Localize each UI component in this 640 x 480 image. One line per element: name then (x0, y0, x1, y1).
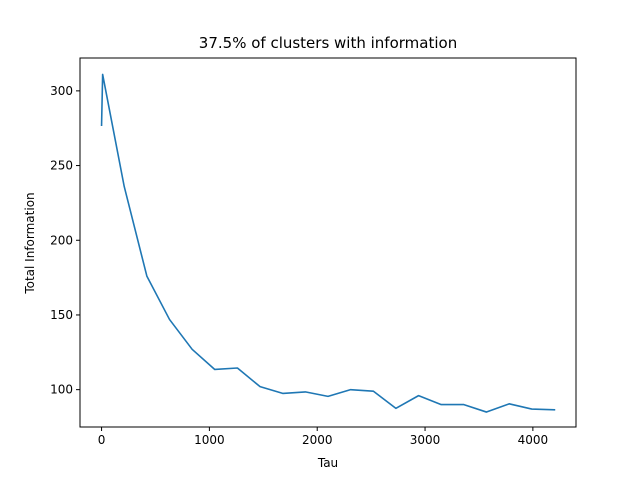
y-tick-label: 150 (50, 308, 73, 322)
x-tick-label: 0 (98, 433, 106, 447)
x-axis-label: Tau (317, 456, 338, 470)
y-tick-label: 200 (50, 233, 73, 247)
y-tick-label: 300 (50, 84, 73, 98)
series-line-0 (100, 73, 556, 413)
x-tick-label: 2000 (302, 433, 333, 447)
y-tick-label: 250 (50, 159, 73, 173)
y-axis: 100 150 200 250 300 (50, 84, 80, 397)
x-tick-label: 1000 (194, 433, 225, 447)
plot-area (100, 73, 556, 413)
x-tick-label: 4000 (518, 433, 549, 447)
chart-title: 37.5% of clusters with information (199, 34, 457, 52)
axes-frame (79, 57, 577, 428)
y-axis-label: Total Information (23, 192, 37, 294)
x-axis: 0 1000 2000 3000 4000 (98, 427, 548, 447)
y-tick-label: 100 (50, 383, 73, 397)
x-tick-label: 3000 (410, 433, 441, 447)
